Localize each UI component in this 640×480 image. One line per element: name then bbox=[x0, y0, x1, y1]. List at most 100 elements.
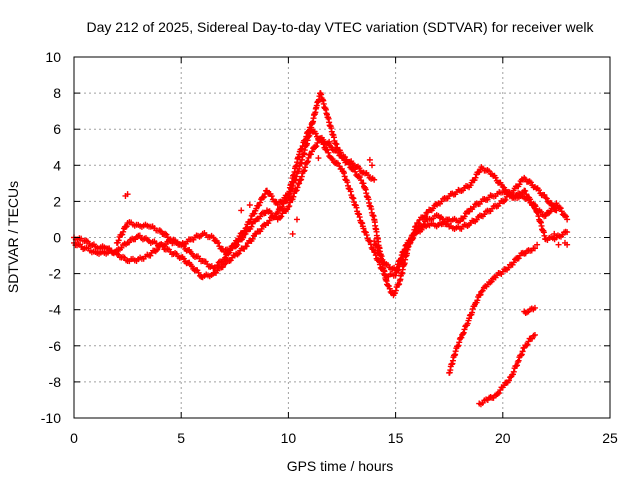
data-point bbox=[234, 241, 241, 248]
y-tick-label: -6 bbox=[49, 338, 62, 354]
data-point bbox=[397, 255, 404, 262]
data-point bbox=[505, 264, 512, 271]
data-point bbox=[531, 304, 538, 311]
data-point bbox=[553, 207, 560, 214]
data-point bbox=[522, 187, 529, 194]
data-point bbox=[260, 194, 267, 201]
data-point bbox=[257, 199, 264, 206]
series-track-d bbox=[371, 189, 571, 273]
data-point bbox=[542, 194, 549, 201]
data-point bbox=[355, 173, 362, 180]
y-tick-label: 2 bbox=[53, 193, 61, 209]
data-point bbox=[294, 184, 301, 191]
data-point bbox=[210, 234, 217, 241]
data-point bbox=[366, 156, 373, 163]
data-point bbox=[479, 287, 486, 294]
data-point bbox=[289, 230, 296, 237]
data-point bbox=[515, 255, 522, 262]
data-point bbox=[371, 249, 378, 256]
x-tick-label: 5 bbox=[177, 430, 185, 446]
data-point bbox=[489, 275, 496, 282]
data-point bbox=[478, 288, 485, 295]
data-point bbox=[308, 148, 315, 155]
data-series bbox=[71, 90, 571, 408]
data-point bbox=[298, 145, 305, 152]
data-point bbox=[516, 181, 523, 188]
data-point bbox=[303, 133, 310, 140]
data-point bbox=[464, 320, 471, 327]
data-point bbox=[249, 235, 256, 242]
data-point bbox=[222, 254, 229, 261]
data-point bbox=[555, 241, 562, 248]
data-point bbox=[122, 223, 129, 230]
data-point bbox=[535, 187, 542, 194]
data-point bbox=[263, 187, 270, 194]
gridlines bbox=[74, 57, 610, 418]
data-point bbox=[505, 377, 512, 384]
data-point bbox=[268, 193, 275, 200]
data-point bbox=[274, 209, 281, 216]
data-point bbox=[326, 138, 333, 145]
data-point bbox=[394, 264, 401, 271]
data-point bbox=[556, 204, 563, 211]
x-tick-label: 0 bbox=[70, 430, 78, 446]
data-point bbox=[302, 136, 309, 143]
data-point bbox=[279, 204, 286, 211]
series-track-c bbox=[113, 134, 378, 255]
data-point bbox=[240, 234, 247, 241]
data-point bbox=[123, 223, 130, 230]
data-point bbox=[564, 216, 571, 223]
data-point bbox=[314, 139, 321, 146]
data-point bbox=[394, 261, 401, 268]
data-point bbox=[543, 195, 550, 202]
data-point bbox=[455, 342, 462, 349]
data-point bbox=[460, 329, 467, 336]
x-tick-label: 25 bbox=[602, 430, 618, 446]
data-point bbox=[371, 238, 378, 245]
data-point bbox=[307, 151, 314, 158]
data-point bbox=[124, 191, 131, 198]
data-point bbox=[315, 155, 322, 162]
y-tick-label: -2 bbox=[49, 266, 62, 282]
y-tick-label: -10 bbox=[41, 410, 61, 426]
y-tick-label: -4 bbox=[49, 302, 62, 318]
data-point bbox=[518, 351, 525, 358]
data-point bbox=[301, 137, 308, 144]
data-point bbox=[524, 341, 531, 348]
data-point bbox=[312, 130, 319, 137]
data-point bbox=[380, 267, 387, 274]
data-point bbox=[371, 176, 378, 183]
data-point bbox=[456, 339, 463, 346]
data-point bbox=[458, 334, 465, 341]
data-point bbox=[488, 278, 495, 285]
data-point bbox=[466, 315, 473, 322]
data-point bbox=[374, 244, 381, 251]
data-point bbox=[557, 205, 564, 212]
data-point bbox=[531, 245, 538, 252]
data-point bbox=[120, 228, 127, 235]
data-point bbox=[290, 193, 297, 200]
data-point bbox=[461, 326, 468, 333]
data-point bbox=[563, 213, 570, 220]
data-point bbox=[238, 207, 245, 214]
data-point bbox=[454, 343, 461, 350]
data-point bbox=[492, 174, 499, 181]
data-point bbox=[286, 203, 293, 210]
data-point bbox=[518, 352, 525, 359]
series-track-g bbox=[521, 304, 538, 316]
data-point bbox=[515, 357, 522, 364]
data-point bbox=[502, 196, 509, 203]
y-tick-label: 10 bbox=[45, 49, 61, 65]
data-point bbox=[299, 142, 306, 149]
data-point bbox=[469, 309, 476, 316]
data-point bbox=[392, 272, 399, 279]
data-point bbox=[523, 342, 530, 349]
data-point bbox=[396, 281, 403, 288]
data-point bbox=[243, 243, 250, 250]
data-point bbox=[542, 212, 549, 219]
data-point bbox=[495, 390, 502, 397]
data-point bbox=[258, 225, 265, 232]
data-point bbox=[375, 247, 382, 254]
data-point bbox=[477, 291, 484, 298]
